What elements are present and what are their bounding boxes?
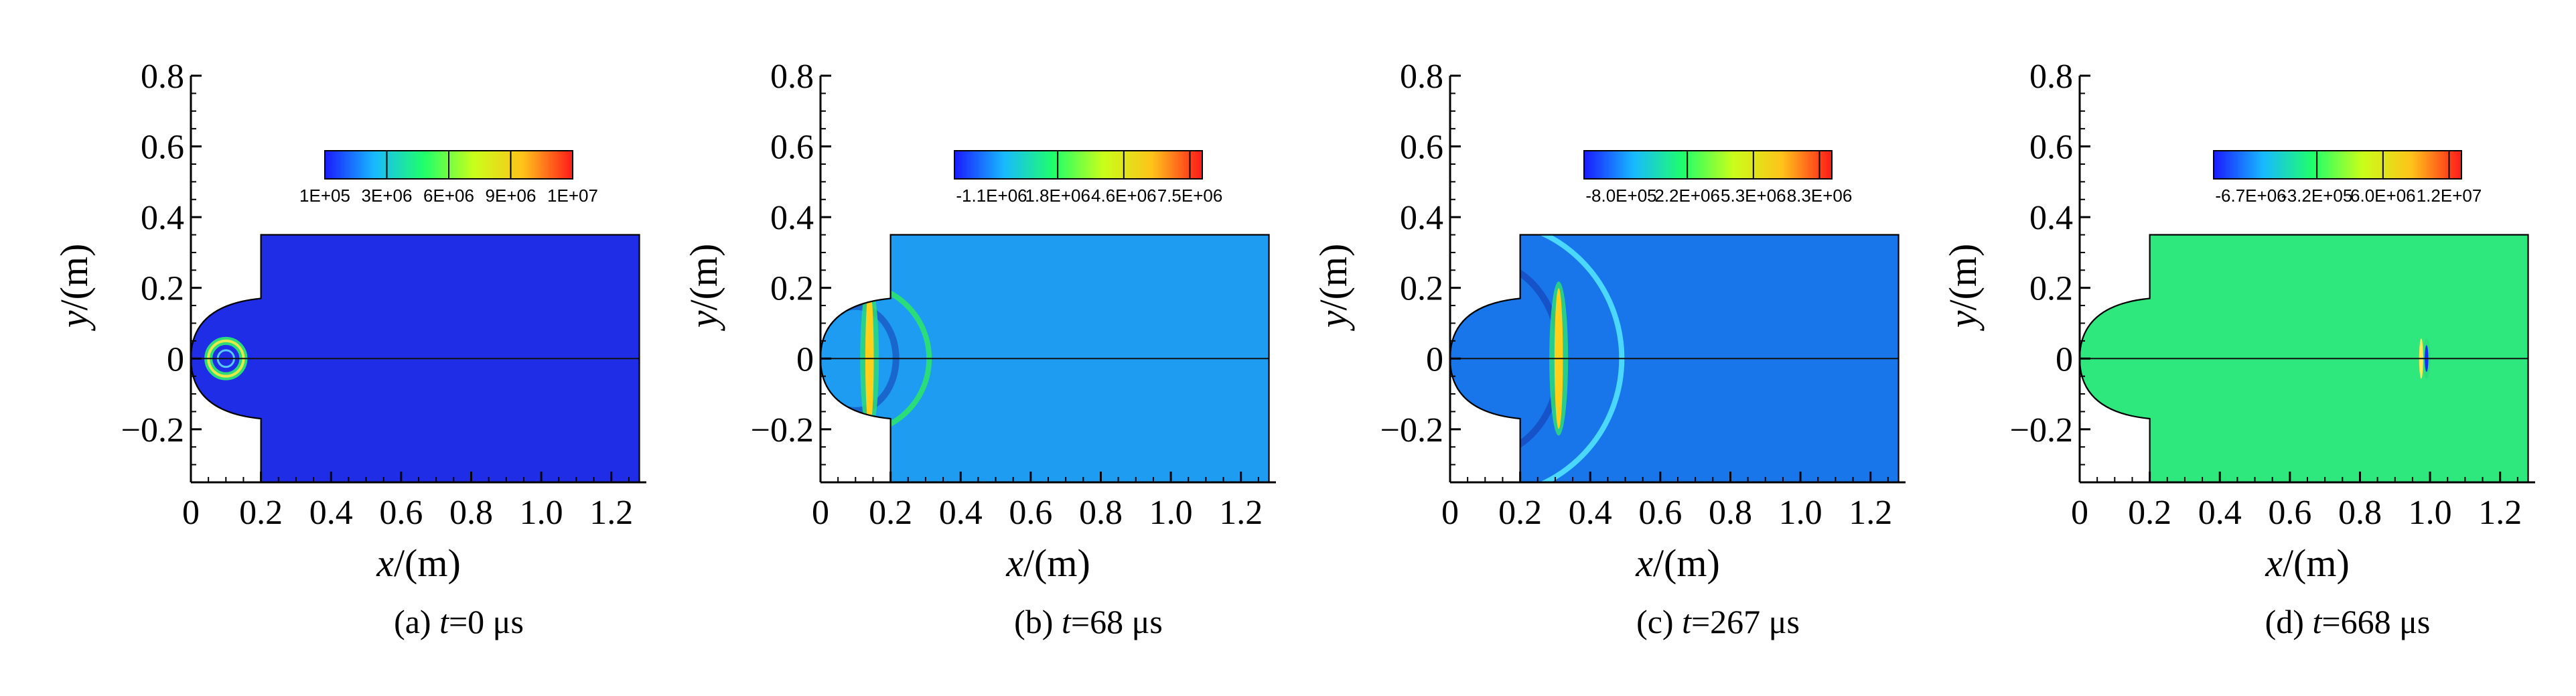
y-axis-label: y/(m) [1941, 244, 1985, 332]
colorbar-tick-label: 9E+06 [486, 186, 536, 206]
y-axis-label: y/(m) [1311, 244, 1355, 332]
y-tick-label: 0.6 [770, 129, 814, 167]
colorbar-tick-label: -8.0E+05 [1585, 186, 1656, 206]
x-tick-label: 0 [2071, 494, 2088, 532]
colorbar [2213, 150, 2462, 180]
x-tick-label: 0.6 [2268, 494, 2311, 532]
x-tick-label: 0.8 [1079, 494, 1123, 532]
y-tick-label: 0.4 [1400, 199, 1443, 237]
y-axis-label: y/(m) [682, 244, 725, 332]
colorbar-tick-label: -1.1E+06 [956, 186, 1027, 206]
x-axis-label: x/(m) [2265, 541, 2350, 585]
y-tick-label: 0.4 [770, 199, 814, 237]
y-tick-label: 0 [2056, 340, 2073, 378]
panel-c: −0.2 0 0.2 0.4 0.6 0.8 0 0.2 0.4 0.6 0.8 1.0 1.2 x/(m… [1311, 58, 1906, 640]
y-tick-label: −0.2 [121, 411, 184, 449]
x-tick-label: 1.2 [589, 494, 633, 532]
x-tick-label: 0.2 [2128, 494, 2171, 532]
panel-d: −0.2 0 0.2 0.4 0.6 0.8 0 0.2 0.4 0.6 0.8 1.0 1.2 x/(m… [1941, 58, 2535, 640]
colorbar-tick-label: 8.3E+06 [1787, 186, 1853, 206]
x-tick-label: 0.4 [2198, 494, 2242, 532]
colorbar-tick-label: 1E+05 [299, 186, 350, 206]
y-tick-label: 0.4 [141, 199, 184, 237]
colorbar-tick-label: 6E+06 [423, 186, 474, 206]
x-tick-label: 1.0 [1779, 494, 1822, 532]
y-tick-label: 0.8 [2029, 58, 2073, 96]
x-tick-label: 1.0 [520, 494, 563, 532]
y-tick-label: 0.6 [141, 129, 184, 167]
y-tick-label: 0.2 [1400, 270, 1443, 308]
colorbar-tick-label: 2.2E+06 [1654, 186, 1720, 206]
panel-a: −0.2 0 0.2 0.4 0.6 0.8 0 0.2 0.4 0.6 0.8 1.0 1.2 x/(m… [52, 58, 646, 640]
colorbar [954, 150, 1203, 180]
colorbar-tick-label: 5.3E+06 [1721, 186, 1786, 206]
x-tick-label: 0.8 [2338, 494, 2382, 532]
x-tick-label: 0 [812, 494, 829, 532]
x-tick-label: 0 [1441, 494, 1459, 532]
panel-b: −0.2 0 0.2 0.4 0.6 0.8 0 0.2 0.4 0.6 0.8 1.0 1.2 x/(m… [682, 58, 1276, 640]
colorbar-tick-label: -3.2E+05 [2281, 186, 2352, 206]
y-tick-label: 0.2 [770, 270, 814, 308]
panel-caption: (c) t=267 μs [1636, 603, 1800, 640]
x-tick-label: 0.6 [1638, 494, 1682, 532]
colorbar-tick-label: -6.7E+06 [2215, 186, 2286, 206]
x-tick-label: 0.2 [869, 494, 912, 532]
colorbar-tick-label: 4.6E+06 [1091, 186, 1157, 206]
y-tick-label: 0.2 [141, 270, 184, 308]
y-axis-label: y/(m) [52, 244, 96, 332]
x-tick-label: 0 [182, 494, 200, 532]
x-tick-label: 0.4 [309, 494, 353, 532]
x-tick-label: 1.0 [1149, 494, 1193, 532]
x-axis-label: x/(m) [1005, 541, 1090, 585]
y-tick-label: 0 [796, 340, 814, 378]
x-tick-label: 1.2 [2478, 494, 2522, 532]
x-tick-label: 0.2 [1498, 494, 1542, 532]
colorbar [1583, 150, 1833, 180]
x-tick-label: 0.6 [1009, 494, 1052, 532]
x-tick-label: 0.2 [239, 494, 283, 532]
x-tick-label: 0.4 [939, 494, 983, 532]
y-tick-label: 0.6 [2029, 129, 2073, 167]
panel-caption: (d) t=668 μs [2265, 603, 2431, 640]
y-tick-label: −0.2 [2010, 411, 2073, 449]
colorbar-tick-label: 3E+06 [362, 186, 413, 206]
panel-caption: (b) t=68 μs [1014, 603, 1163, 640]
x-tick-label: 0.8 [449, 494, 493, 532]
y-tick-label: 0.4 [2029, 199, 2073, 237]
y-tick-label: 0 [1426, 340, 1443, 378]
x-tick-label: 1.2 [1849, 494, 1892, 532]
colorbar-tick-label: 1.2E+07 [2417, 186, 2482, 206]
x-axis-label: x/(m) [1635, 541, 1720, 585]
x-tick-label: 0.4 [1569, 494, 1612, 532]
panel-caption: (a) t=0 μs [394, 603, 524, 640]
y-tick-label: −0.2 [751, 411, 814, 449]
y-tick-label: 0.8 [1400, 58, 1443, 96]
colorbar-tick-label: 1.8E+06 [1025, 186, 1090, 206]
y-tick-label: 0.8 [141, 58, 184, 96]
y-tick-label: 0.8 [770, 58, 814, 96]
x-tick-label: 0.6 [379, 494, 423, 532]
x-tick-label: 0.8 [1709, 494, 1752, 532]
y-tick-label: 0.6 [1400, 129, 1443, 167]
y-tick-label: 0.2 [2029, 270, 2073, 308]
y-tick-label: 0 [167, 340, 184, 378]
x-axis-label: x/(m) [376, 541, 461, 585]
colorbar-tick-label: 6.0E+06 [2350, 186, 2416, 206]
colorbar-tick-label: 7.5E+06 [1157, 186, 1223, 206]
x-tick-label: 1.0 [2409, 494, 2452, 532]
colorbar-tick-label: 1E+07 [547, 186, 598, 206]
y-tick-label: −0.2 [1380, 411, 1443, 449]
x-tick-label: 1.2 [1219, 494, 1263, 532]
